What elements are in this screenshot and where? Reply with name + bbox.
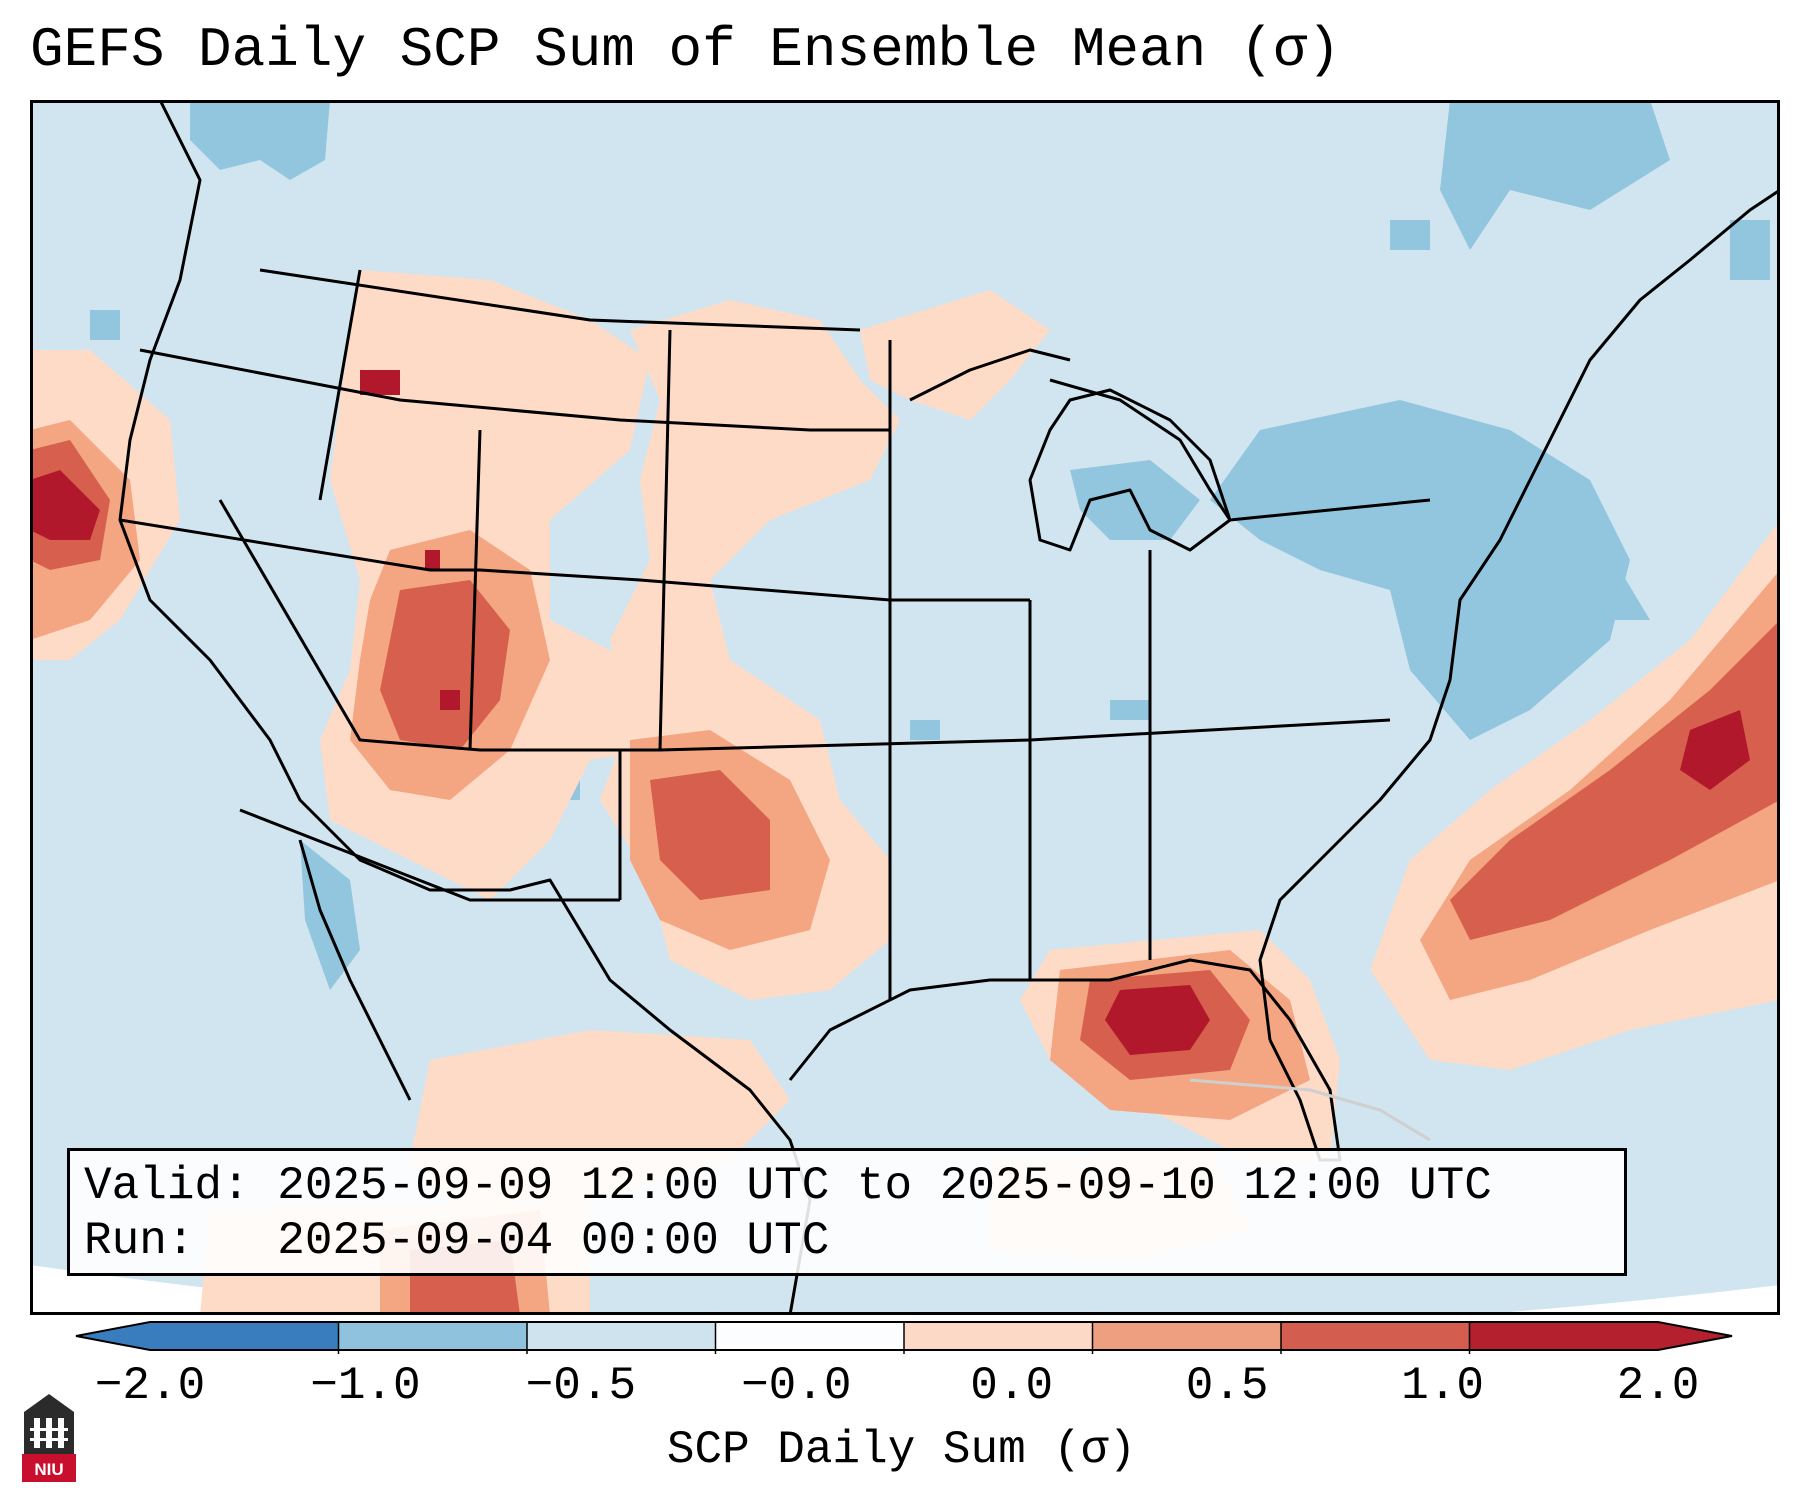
colorbar-segment	[150, 1322, 339, 1350]
anomaly-area-upper-midwest-light	[860, 290, 1050, 420]
canada-border	[259, 268, 861, 332]
state-line-colorado-utah	[468, 429, 482, 751]
anomaly-area-gulf-extreme	[1105, 985, 1210, 1055]
colorbar-tick-label: 0.5	[1185, 1360, 1269, 1412]
forecast-map	[30, 100, 1780, 1315]
lake-superior-outline	[909, 348, 1071, 402]
colorbar-title: SCP Daily Sum (σ)	[666, 1424, 1137, 1476]
colorbar-tick-label: 2.0	[1616, 1360, 1700, 1412]
niu-logo: NIU	[22, 1394, 76, 1482]
valid-time-line: Valid: 2025-09-09 12:00 UTC to 2025-09-1…	[84, 1160, 1492, 1212]
state-line-dakotas-nebraska	[658, 329, 672, 751]
colorbar-segment	[1281, 1322, 1470, 1350]
lake-michigan-outline	[1028, 388, 1232, 552]
anomaly-area-california-coast-extreme	[30, 470, 100, 540]
anomaly-area-atlantic-negative	[1530, 500, 1650, 620]
colorbar-outline	[75, 1321, 1733, 1351]
anomaly-area-texas-strong	[650, 770, 770, 900]
colorbar-tick-label: −2.0	[94, 1360, 206, 1412]
chart-title: GEFS Daily SCP Sum of Ensemble Mean (σ)	[30, 18, 1341, 82]
anomaly-area-pacific-northwest-negative	[190, 100, 330, 180]
colorbar-segment	[1469, 1322, 1659, 1350]
anomaly-area-four-corners-strong	[380, 580, 510, 750]
niu-logo-banner	[22, 1454, 76, 1482]
colorbar-segment	[338, 1322, 528, 1350]
state-line-central	[119, 518, 1030, 602]
anomaly-area-idaho-extreme	[360, 370, 400, 395]
map-frame	[30, 100, 1780, 1315]
state-line-northern-tier	[139, 348, 890, 432]
baja-peninsula-coast	[298, 839, 412, 1101]
anomaly-area-northeast-negative	[1210, 400, 1630, 740]
colorbar-tick-label: 1.0	[1401, 1360, 1484, 1412]
run-time-line: Run: 2025-09-04 00:00 UTC	[84, 1215, 830, 1267]
cuba-outline	[1189, 1078, 1431, 1142]
colorbar-segment	[904, 1322, 1093, 1350]
state-line-southern-central	[218, 499, 1391, 752]
positive-anomaly-extreme-areas	[30, 370, 1750, 1055]
anomaly-area-quebec-negative	[1440, 100, 1670, 250]
colorbar-tick-label: −0.0	[741, 1360, 852, 1412]
colorbar-segment	[1092, 1322, 1282, 1350]
state-line-mexico-border	[239, 808, 620, 902]
colorbar-tick-label: 0.0	[970, 1360, 1054, 1412]
negative-anomaly-areas	[90, 100, 1770, 990]
anomaly-area-baja-negative	[300, 840, 360, 990]
colorbar-extend-low-arrow	[76, 1322, 150, 1350]
state-line-idaho	[318, 269, 362, 501]
colorbar-tick-label: −1.0	[310, 1360, 421, 1412]
niu-logo-text: NIU	[34, 1460, 63, 1479]
atlantic-coastline	[1258, 188, 1780, 1041]
colorbar-segment	[527, 1322, 716, 1350]
state-line-pennsylvania	[1229, 498, 1431, 522]
colorbar-tick-label: −0.5	[525, 1360, 637, 1412]
colorbar-segment	[715, 1322, 905, 1350]
anomaly-area-atlantic-extreme	[1680, 710, 1750, 790]
colorbar-extend-high-arrow	[1658, 1322, 1732, 1350]
state-borders	[119, 269, 1431, 1000]
colorbar	[75, 1321, 1733, 1354]
validity-info-box: Valid: 2025-09-09 12:00 UTC to 2025-09-1…	[67, 1148, 1627, 1276]
anomaly-area-atlantic-strong	[1450, 620, 1780, 940]
west-and-mexico-coastline	[118, 100, 812, 1315]
